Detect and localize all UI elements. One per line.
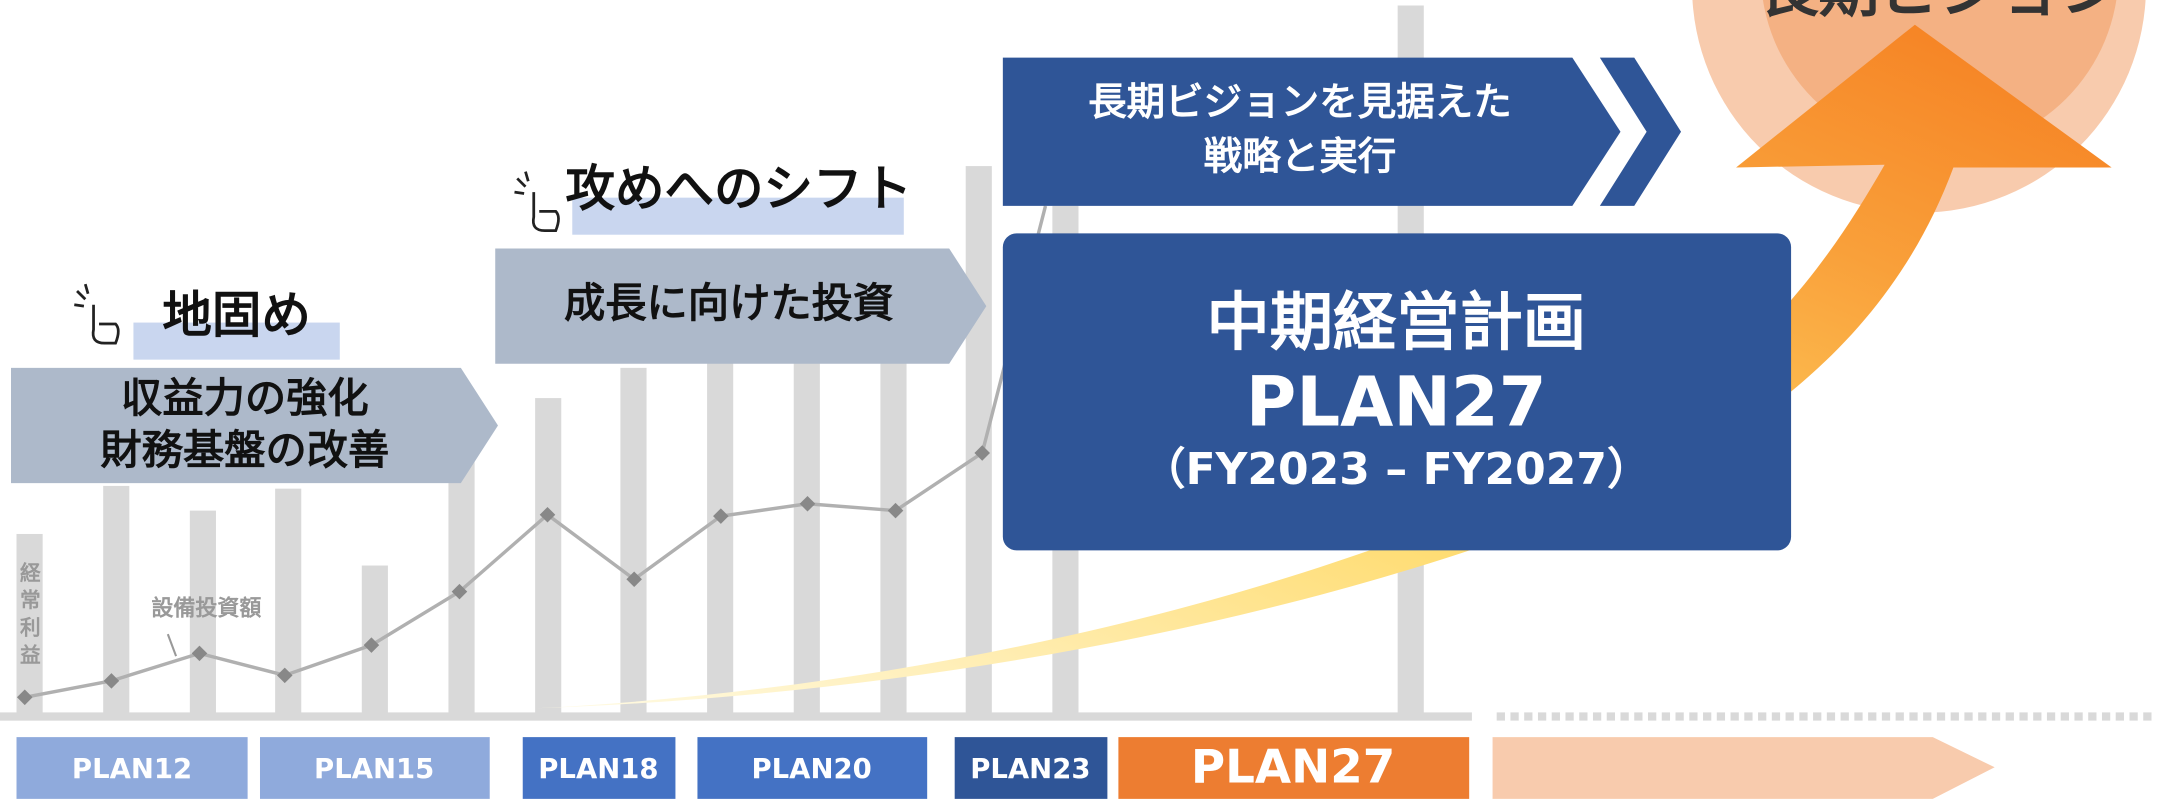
timeline-bar	[16, 737, 248, 799]
timeline-bar	[954, 737, 1108, 799]
timeline-label: PLAN18	[538, 753, 658, 785]
timeline-bar	[259, 737, 490, 799]
plan-name: PLAN27	[1246, 362, 1547, 442]
timeline-label: PLAN12	[72, 753, 192, 785]
timeline-bar	[697, 737, 928, 799]
profit-label: 経常利益	[20, 561, 41, 667]
chevron	[1599, 57, 1682, 206]
strategy-line: 戦略と実行	[1204, 135, 1397, 180]
timeline-label: PLAN20	[752, 753, 872, 785]
plan-period: （FY2023 – FY2027）	[1141, 444, 1651, 495]
phase-box	[11, 367, 498, 484]
phase-box	[495, 248, 987, 364]
timeline-label: PLAN15	[314, 753, 434, 785]
strategy-box	[1002, 57, 1621, 206]
plan-box	[1002, 233, 1792, 551]
hand-icon	[74, 283, 120, 345]
highlight	[133, 322, 340, 360]
baseline	[0, 712, 1472, 721]
timeline-bar	[522, 737, 676, 799]
capex-pointer	[166, 633, 178, 657]
hand-icon	[514, 171, 560, 232]
future-arrow	[1492, 737, 1995, 799]
timeline-label: PLAN23	[970, 753, 1090, 785]
timeline-label: PLAN27	[1191, 741, 1396, 795]
growth-arrow	[536, 24, 2112, 709]
phase-line: 収益力の強化	[121, 374, 369, 422]
phase-line: 成長に向けた投資	[564, 279, 894, 327]
strategy-line: 長期ビジョンを見据えた	[1088, 80, 1512, 125]
vision-title: 長期ビジョン	[1758, 0, 2121, 26]
timeline-bar	[1118, 737, 1470, 799]
svg-text:経常利益: 経常利益	[20, 561, 41, 667]
highlight	[572, 197, 904, 235]
phase-heading: 地固め	[162, 286, 311, 344]
phase-heading: 攻めへのシフト	[565, 160, 912, 218]
plan-title: 中期経営計画	[1206, 285, 1586, 359]
capex-label: 設備投資額	[151, 595, 261, 621]
phase-line: 財務基盤の改善	[100, 426, 389, 474]
